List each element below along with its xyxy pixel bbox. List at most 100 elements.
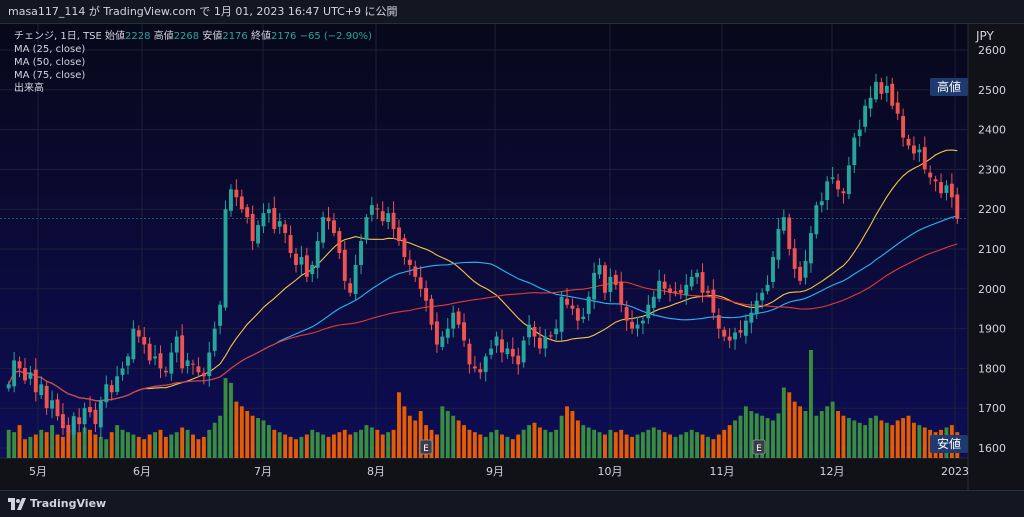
ma25-line [8,149,958,402]
candle [169,342,174,381]
price-axis[interactable]: 1600 1700 1800 1900 2000 2100 2200 2300 2400 2500… [978,44,1006,455]
volume-bar [678,434,683,458]
candle-body [592,272,597,300]
volume-bar [304,434,309,458]
candle-body [272,208,277,230]
candle-body [326,217,331,222]
candle-body [451,312,456,329]
volume-bar [163,436,168,458]
volume-bar [559,415,564,458]
candle-body [830,177,835,179]
candle [456,307,461,329]
candle-body [803,260,808,278]
candle [342,241,347,290]
candle [771,250,775,289]
volume-bar [39,429,44,458]
volume-bar [136,436,141,458]
price-chart[interactable]: 1600 1700 1800 1900 2000 2100 2200 2300 2400 2500… [0,24,1024,490]
candle [906,134,911,150]
volume-bar [874,415,878,458]
volume-bar [516,434,521,458]
volume-bar [98,436,103,458]
candle [115,366,120,396]
candle [760,288,765,309]
chart-area[interactable]: 1600 1700 1800 1900 2000 2100 2200 2300 2400 2500… [0,24,1024,490]
volume-bar [743,406,748,458]
volume-bar [857,422,862,458]
volume-bar [684,432,689,458]
candle [353,254,358,301]
candle-body [434,321,439,345]
price-axis-background [968,24,1024,490]
candle [126,353,130,375]
candle-body [245,207,250,218]
volume-bar [239,406,244,458]
volume-bar [153,432,158,458]
candle [369,196,374,222]
volume-bar [537,427,542,458]
volume-bar [911,422,916,458]
candle-body [283,224,288,234]
candle-body [467,343,472,365]
volume-bar [23,439,27,458]
volume-bar [803,411,808,458]
volume-bar [695,432,700,458]
volume-bar [353,432,358,458]
volume-bar [662,432,667,458]
candle [949,173,954,208]
price-tick-label: 1900 [978,323,1006,336]
candle-body [500,339,504,353]
volume-bar [218,415,223,458]
candle [212,321,217,357]
time-axis[interactable]: 5月 6月 7月 8月 9月 10月 11月 12月 2023 [29,465,969,478]
tradingview-logo[interactable]: TradingView [8,497,106,510]
volume-bar [505,436,510,458]
price-tick-label: 1600 [978,442,1006,455]
candle-body [527,324,532,338]
candle [66,417,71,443]
candle-body [738,330,743,333]
earnings-marker-text: E [756,444,762,454]
candle [662,274,667,295]
candle [109,379,114,401]
candle [743,314,748,344]
volume-bar [104,439,109,458]
volume-bar [196,439,201,458]
candle-body [17,361,22,369]
volume-bar [440,406,445,458]
volume-bar [673,436,678,458]
volume-bar [787,392,792,458]
candle [218,301,223,335]
candle-body [619,281,624,305]
candle [321,211,326,249]
time-tick-label: 2023 [941,465,969,478]
volume-bar [451,415,456,458]
volume-bar [120,429,125,458]
candle-body [310,264,315,275]
candle [624,300,629,331]
candle-body [884,85,889,93]
candle [256,220,261,248]
volume-bar [212,422,217,458]
volume-bar [846,418,851,458]
volume-bar [895,420,900,458]
candle-body [597,264,602,275]
candle [391,201,396,240]
volume-bar [814,415,819,458]
volume-bar [722,429,727,458]
volume-bar [510,439,515,458]
candle [180,324,185,374]
candle-body [304,255,309,277]
candle [521,336,526,368]
volume-bar [342,429,347,458]
candle [28,366,33,386]
candle-body [359,241,363,265]
footer-bar: TradingView [0,490,1024,517]
candle [554,319,559,341]
candle-body [131,328,136,360]
candle-body [380,211,385,222]
candle [613,270,618,290]
candle [191,359,195,375]
volume-bar [109,432,114,458]
